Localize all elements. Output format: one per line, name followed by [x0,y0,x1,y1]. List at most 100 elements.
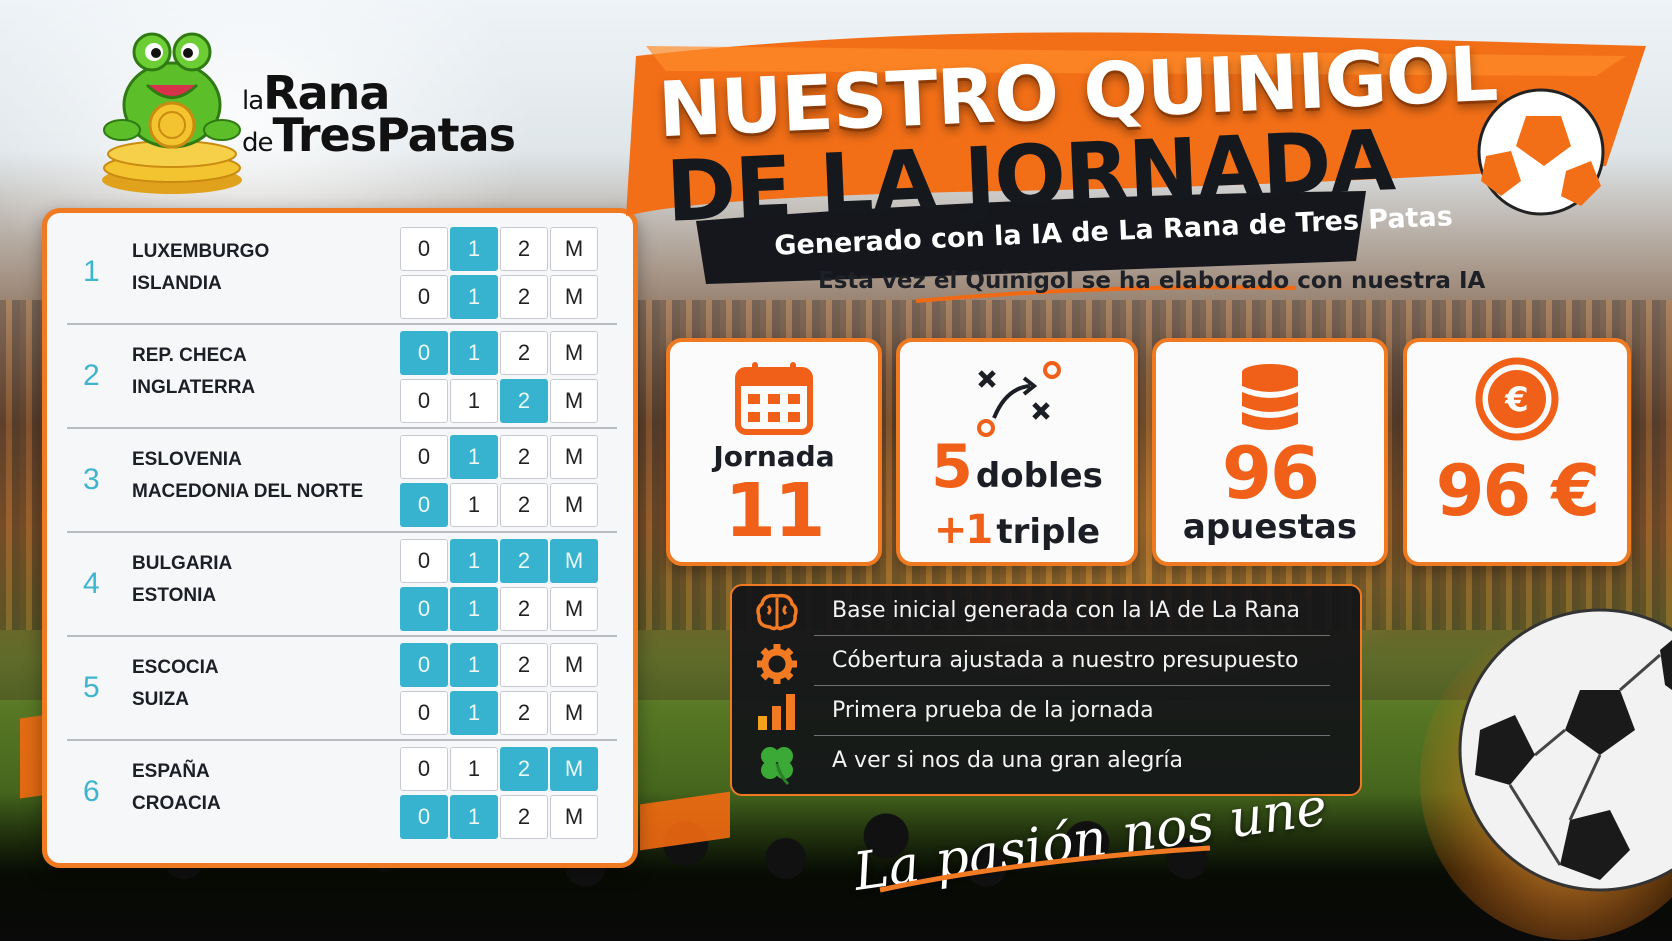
quinigol-table: 1 LUXEMBURGO 0 1 2 M ISLANDIA 0 1 2 M 2 REP. CHECA 0 1… [42,208,638,868]
match-number: 6 [83,775,100,808]
away-pick-cell-1[interactable]: 1 [450,795,498,839]
info-row: A ver si nos da una gran alegría [732,736,1360,786]
away-pick-cell-1[interactable]: 1 [450,691,498,735]
home-pick-cell-0[interactable]: 0 [400,227,448,271]
away-team-name: INGLATERRA [132,377,256,398]
away-pick-cell-0[interactable]: 0 [400,587,448,631]
info-text: A ver si nos da una gran alegría [832,748,1184,773]
away-pick-cell-0[interactable]: 0 [400,691,448,735]
match-row: 3 ESLOVENIA 0 1 2 M MACEDONIA DEL NORTE 0 1 2 M [67,429,627,533]
home-pick-cell-2[interactable]: 2 [500,435,548,479]
home-pick-cell-2[interactable]: 2 [500,227,548,271]
home-pick-cell-1[interactable]: 1 [450,227,498,271]
card-jornada: Jornada 11 [666,338,882,566]
home-team-name: REP. CHECA [132,345,247,366]
away-team-name: ISLANDIA [132,273,222,294]
cost-value: 96 € [1435,450,1601,532]
brand-wordmark: laRana deTresPatas [242,70,516,158]
away-pick-cell-M[interactable]: M [550,691,598,735]
home-team-name: ESLOVENIA [132,449,242,470]
match-row: 6 ESPAÑA 0 1 2 M CROACIA 0 1 2 M [67,741,627,845]
tagline-underline [915,285,1297,303]
card-cost: € 96 € [1403,338,1631,566]
brain-icon [756,593,798,631]
match-number: 5 [83,671,100,704]
home-pick-cell-M[interactable]: M [550,643,598,687]
match-number: 2 [83,359,100,392]
card-dobles: 5 dobles +1 triple [896,338,1138,566]
home-pick-cell-2[interactable]: 2 [500,331,548,375]
match-row: 5 ESCOCIA 0 1 2 M SUIZA 0 1 2 M [67,637,627,741]
away-pick-cell-2[interactable]: 2 [500,275,548,319]
home-team-name: BULGARIA [132,553,233,574]
match-row: 1 LUXEMBURGO 0 1 2 M ISLANDIA 0 1 2 M [67,221,627,325]
football-ball-image [1420,608,1672,940]
row-divider [67,323,617,325]
away-pick-cell-M[interactable]: M [550,275,598,319]
home-pick-cell-1[interactable]: 1 [450,747,498,791]
away-pick-cell-M[interactable]: M [550,795,598,839]
home-pick-cell-2[interactable]: 2 [500,539,548,583]
brand-trespatas: TresPatas [272,108,517,162]
home-pick-cell-0[interactable]: 0 [400,747,448,791]
home-team-name: ESCOCIA [132,657,219,678]
away-pick-cell-2[interactable]: 2 [500,795,548,839]
brand-small-de: de [242,128,273,158]
jornada-value: 11 [724,468,826,554]
home-pick-cell-0[interactable]: 0 [400,539,448,583]
home-pick-cell-M[interactable]: M [550,435,598,479]
home-pick-cell-1[interactable]: 1 [450,643,498,687]
home-pick-cell-2[interactable]: 2 [500,643,548,687]
match-number: 1 [83,255,100,288]
home-pick-cell-1[interactable]: 1 [450,539,498,583]
away-pick-cell-1[interactable]: 1 [450,483,498,527]
home-pick-cell-0[interactable]: 0 [400,435,448,479]
euro-icon: € [1475,357,1559,441]
home-pick-cell-2[interactable]: 2 [500,747,548,791]
away-pick-cell-1[interactable]: 1 [450,275,498,319]
home-pick-cell-1[interactable]: 1 [450,435,498,479]
home-pick-cell-0[interactable]: 0 [400,643,448,687]
home-pick-cell-M[interactable]: M [550,539,598,583]
brush-stroke-background [626,32,1646,303]
away-pick-cell-M[interactable]: M [550,483,598,527]
away-pick-cell-1[interactable]: 1 [450,587,498,631]
dobles-number: 5 [931,432,973,502]
away-pick-cell-0[interactable]: 0 [400,795,448,839]
away-team-name: ESTONIA [132,585,217,606]
away-pick-cell-0[interactable]: 0 [400,275,448,319]
info-text: Cóbertura ajustada a nuestro presupuesto [832,648,1299,673]
frog-coins-icon [102,32,242,194]
away-pick-cell-2[interactable]: 2 [500,379,548,423]
home-pick-cell-M[interactable]: M [550,227,598,271]
divider [814,734,1330,736]
away-team-name: MACEDONIA DEL NORTE [132,481,364,502]
away-pick-cell-0[interactable]: 0 [400,483,448,527]
home-pick-cell-M[interactable]: M [550,331,598,375]
apuestas-number: 96 [1221,431,1320,515]
away-pick-cell-2[interactable]: 2 [500,587,548,631]
info-row: Cóbertura ajustada a nuestro presupuesto [732,636,1360,686]
info-text: Base inicial generada con la IA de La Ra… [832,598,1301,623]
brand-rana: Rana [263,66,390,120]
home-pick-cell-1[interactable]: 1 [450,331,498,375]
match-row: 2 REP. CHECA 0 1 2 M INGLATERRA 0 1 2 M [67,325,627,429]
away-team-name: SUIZA [132,689,189,710]
clover-icon [761,747,793,786]
home-pick-cell-0[interactable]: 0 [400,331,448,375]
home-pick-cell-M[interactable]: M [550,747,598,791]
away-pick-cell-M[interactable]: M [550,379,598,423]
calendar-icon [735,362,813,435]
away-pick-cell-2[interactable]: 2 [500,691,548,735]
apuestas-label: apuestas [1182,507,1358,547]
triple-number: +1 [933,507,993,553]
row-divider [67,531,617,533]
away-pick-cell-M[interactable]: M [550,587,598,631]
row-divider [67,635,617,637]
away-pick-cell-1[interactable]: 1 [450,379,498,423]
away-pick-cell-0[interactable]: 0 [400,379,448,423]
dobles-label: dobles [975,456,1103,496]
away-pick-cell-2[interactable]: 2 [500,483,548,527]
card-apuestas: 96 apuestas [1152,338,1388,566]
svg-text:€: € [1504,380,1529,420]
